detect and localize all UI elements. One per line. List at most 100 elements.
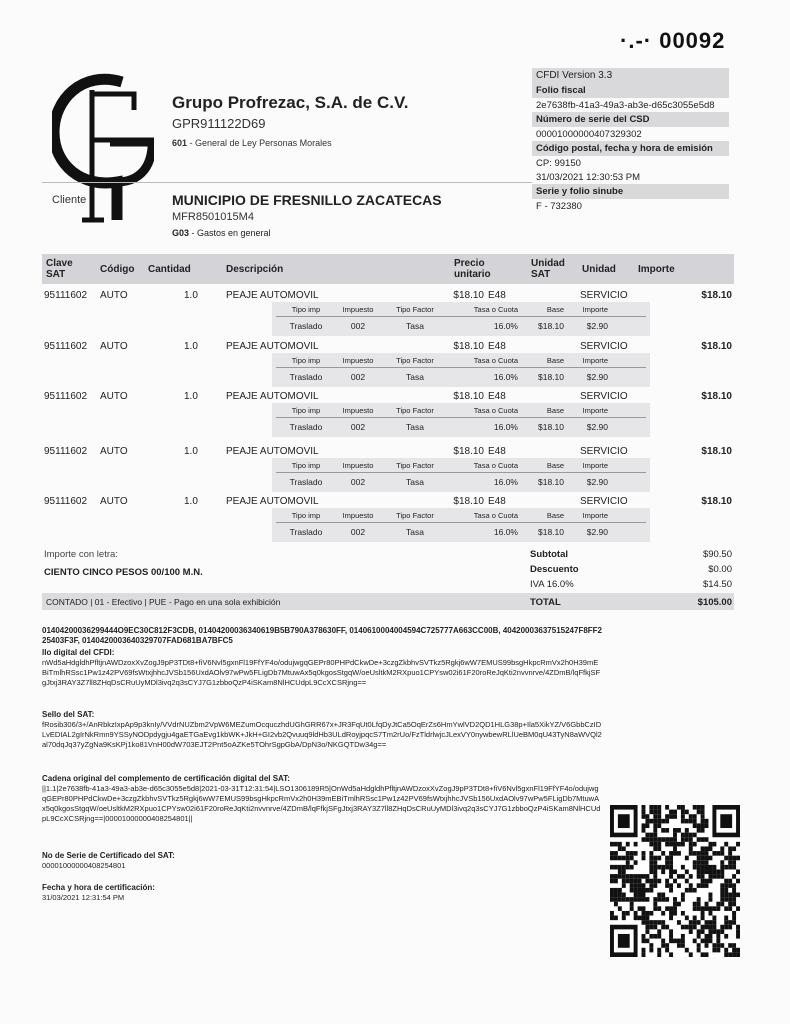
col-unidad-sat: Unidad SAT (531, 258, 565, 280)
item-clave: 95111602 (44, 446, 88, 457)
item-importe: $18.10 (701, 391, 732, 402)
item-precio: $18.10 (453, 391, 484, 402)
related-uuids: 01404200036299444O9EC30C812F3CDB, 014042… (42, 626, 603, 645)
tax-header: Importe (582, 356, 608, 365)
tax-value: Tasa (406, 321, 424, 331)
tax-header: Tasa o Cuota (473, 461, 518, 470)
tax-subtable: Tipo imp Traslado Impuesto 002 Tipo Factor Ta… (272, 403, 650, 437)
tax-value: $2.90 (586, 422, 608, 432)
total-label: TOTAL (530, 597, 561, 608)
client-rfc: MFR8501015M4 (172, 211, 254, 223)
tax-header: Tipo imp (291, 305, 321, 314)
tax-header: Importe (582, 461, 608, 470)
tax-value: $18.10 (538, 477, 564, 487)
cadena: ||1.1|2e7638fb-41a3-49a3-ab3e-d65c3055e5… (42, 784, 601, 823)
tax-value: Tasa (406, 372, 424, 382)
postal-code: CP: 99150 (536, 158, 581, 169)
cert-label: No de Serie de Certificado del SAT: (42, 851, 175, 860)
table-row: 95111602 AUTO 1.0 PEAJE AUTOMOVIL $18.10 E48 S… (42, 290, 734, 340)
cert-section: No de Serie de Certificado del SAT: 00001… (42, 851, 602, 871)
tax-header: Base (546, 305, 564, 314)
client-label: Cliente (52, 194, 87, 206)
item-codigo: AUTO (100, 391, 128, 402)
tax-value: $18.10 (538, 372, 564, 382)
tax-header: Importe (582, 406, 608, 415)
item-unidad-sat: E48 (488, 496, 506, 507)
tax-header: Importe (582, 511, 608, 520)
tax-header: Base (546, 406, 564, 415)
col-importe: Importe (638, 264, 675, 275)
regimen-desc: - General de Ley Personas Morales (187, 138, 332, 148)
item-cantidad: 1.0 (184, 391, 198, 402)
items-table-header: Clave SAT Código Cantidad Descripción Pr… (42, 254, 734, 284)
item-cantidad: 1.0 (184, 290, 198, 301)
tax-header: Tipo imp (291, 406, 321, 415)
uso-code: G03 (172, 228, 190, 238)
folio-fiscal-label: Folio fiscal (532, 83, 729, 98)
item-codigo: AUTO (100, 496, 128, 507)
emision-label: Código postal, fecha y hora de emisión (532, 141, 729, 156)
table-row: 95111602 AUTO 1.0 PEAJE AUTOMOVIL $18.10 E48 S… (42, 341, 734, 391)
sello-sat-label: Sello del SAT: (42, 710, 95, 719)
importe-letra-label: Importe con letra: (44, 549, 118, 560)
tax-value: Tasa (406, 477, 424, 487)
item-importe: $18.10 (701, 496, 732, 507)
company-logo (52, 73, 154, 223)
item-clave: 95111602 (44, 341, 88, 352)
iva-label: IVA 16.0% (530, 579, 574, 590)
table-row: 95111602 AUTO 1.0 PEAJE AUTOMOVIL $18.10 E48 S… (42, 391, 734, 441)
item-unidad: SERVICIO (580, 391, 628, 402)
csd-number: 00001000000407329302 (536, 129, 642, 140)
item-codigo: AUTO (100, 446, 128, 457)
tax-value: 002 (350, 422, 366, 432)
col-cantidad: Cantidad (148, 264, 191, 275)
cert-number: 00001000000408254801 (42, 861, 126, 870)
col-descripcion: Descripción (226, 264, 284, 275)
descuento-label: Descuento (530, 564, 579, 575)
subtotal-label: Subtotal (530, 549, 568, 560)
item-clave: 95111602 (44, 496, 88, 507)
item-importe: $18.10 (701, 446, 732, 457)
sello-cfdi-label: llo digital del CFDI: (42, 648, 115, 657)
item-clave: 95111602 (44, 290, 88, 301)
tax-value: 16.0% (493, 477, 518, 487)
item-unidad: SERVICIO (580, 446, 628, 457)
folio-fiscal: 2e7638fb-41a3-49a3-ab3e-d65c3055e5d8 (536, 100, 715, 111)
tax-header: Impuesto (342, 305, 374, 314)
tax-value: $2.90 (586, 477, 608, 487)
tax-header: Tasa o Cuota (473, 305, 518, 314)
tax-header: Impuesto (342, 406, 374, 415)
tax-value: Tasa (406, 527, 424, 537)
tax-header: Tasa o Cuota (473, 356, 518, 365)
tax-subtable: Tipo imp Traslado Impuesto 002 Tipo Factor Ta… (272, 458, 650, 492)
tax-value: $18.10 (538, 422, 564, 432)
item-precio: $18.10 (453, 496, 484, 507)
item-unidad-sat: E48 (488, 290, 506, 301)
cert-date-section: Fecha y hora de certificación: 31/03/2021… (42, 883, 602, 903)
item-unidad: SERVICIO (580, 496, 628, 507)
tax-header: Tipo Factor (396, 511, 434, 520)
tax-value: $18.10 (538, 321, 564, 331)
tax-header: Base (546, 461, 564, 470)
folio-number-value: 00092 (659, 28, 726, 53)
tax-header: Impuesto (342, 511, 374, 520)
tax-header: Tipo imp (291, 461, 321, 470)
tax-value: 16.0% (493, 527, 518, 537)
cfdi-version: CFDI Version 3.3 (532, 68, 729, 83)
col-codigo: Código (100, 264, 135, 275)
cfdi-info-panel: CFDI Version 3.3 Folio fiscal 2e7638fb-4… (532, 68, 729, 213)
tax-value: $18.10 (538, 527, 564, 537)
company-regimen: 601 - General de Ley Personas Morales (172, 138, 332, 148)
tax-header: Tipo Factor (396, 406, 434, 415)
tax-value: 002 (350, 321, 366, 331)
tax-header: Impuesto (342, 461, 374, 470)
item-precio: $18.10 (453, 446, 484, 457)
tax-value: Traslado (289, 422, 323, 432)
serie-label: Serie y folio sinube (532, 184, 729, 199)
tax-header: Importe (582, 305, 608, 314)
table-row: 95111602 AUTO 1.0 PEAJE AUTOMOVIL $18.10 E48 S… (42, 446, 734, 496)
tax-value: $2.90 (586, 372, 608, 382)
tax-value: Traslado (289, 477, 323, 487)
item-precio: $18.10 (453, 341, 484, 352)
item-unidad: SERVICIO (580, 290, 628, 301)
